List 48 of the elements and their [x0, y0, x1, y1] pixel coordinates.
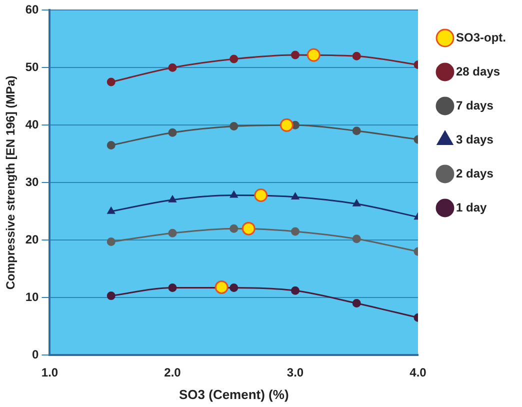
point [242, 222, 256, 236]
point [230, 224, 238, 233]
point [106, 238, 116, 246]
legend-label: SO3-opt. [456, 30, 506, 44]
point [291, 192, 300, 200]
point [107, 207, 115, 214]
point [352, 299, 361, 308]
point [291, 286, 300, 295]
point [168, 284, 177, 292]
point [168, 128, 177, 137]
x-axis-title: SO3 (Cement) (%) [178, 386, 289, 402]
point [214, 280, 228, 294]
y-tick-label: 30 [25, 174, 40, 189]
y-tick-label: 50 [25, 60, 40, 74]
x-tick-label: 3.0 [286, 366, 304, 380]
legend-label: 28 days [456, 64, 500, 78]
legend-label: 7 days [456, 98, 494, 112]
point [230, 122, 238, 131]
point [168, 63, 177, 72]
point [106, 78, 116, 86]
point [352, 52, 361, 60]
point [352, 200, 360, 206]
point [230, 284, 238, 292]
x-tick-label: 4.0 [410, 366, 427, 380]
point [280, 118, 294, 132]
point [106, 292, 116, 300]
point [306, 48, 320, 62]
legend-label: 1 day [456, 200, 488, 214]
y-tick-label: 20 [25, 232, 40, 246]
point [291, 227, 300, 236]
point [168, 196, 176, 202]
point [168, 228, 177, 238]
legend-label: 2 days [456, 166, 494, 180]
y-tick-label: 0 [32, 347, 40, 362]
point [106, 140, 116, 150]
legend-label: 3 days [456, 132, 494, 146]
x-tick-label: 2.0 [164, 366, 182, 380]
point [254, 188, 268, 202]
point [291, 50, 300, 60]
y-tick-label: 60 [25, 2, 40, 17]
y-tick-label: 40 [25, 117, 40, 132]
x-tick-label: 1.0 [41, 366, 58, 380]
y-tick-label: 10 [25, 290, 40, 304]
y-axis-title: Compressive strength [EN 196] (MPa) [4, 76, 18, 290]
point [230, 54, 238, 64]
point [230, 190, 238, 198]
point [352, 126, 361, 136]
point [352, 234, 361, 244]
